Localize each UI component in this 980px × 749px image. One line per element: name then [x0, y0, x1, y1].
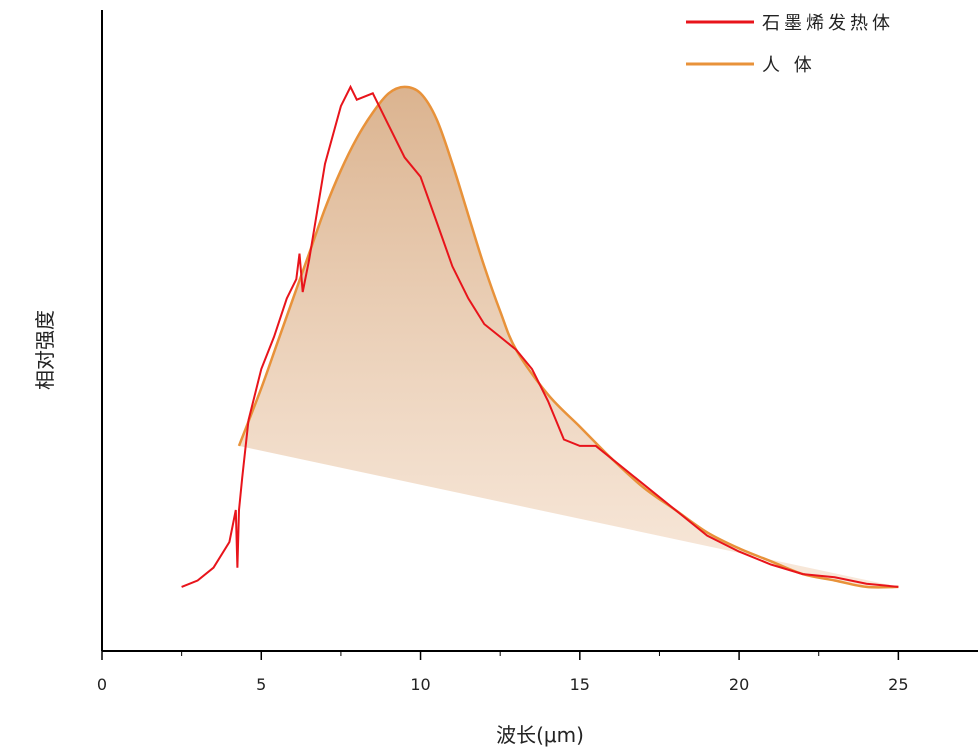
legend-label-graphene-heater: 石墨烯发热体 [762, 13, 894, 34]
x-tick-label: 25 [888, 675, 908, 694]
series-line-human-body [237, 85, 899, 589]
x-axis-ticks: 0 5 10 15 20 25 [97, 651, 909, 694]
x-tick-label: 10 [410, 675, 430, 694]
y-axis-title: 相对强度 [33, 310, 57, 390]
x-axis-title: 波长(μm) [496, 723, 584, 747]
x-tick-label: 0 [97, 675, 107, 694]
plot-area [181, 84, 899, 589]
legend-label-human-body: 人 体 [762, 55, 816, 76]
x-tick-label: 15 [570, 675, 590, 694]
series-line-graphene-heater [181, 84, 899, 588]
x-tick-label: 5 [256, 675, 266, 694]
legend: 石墨烯发热体 人 体 [686, 13, 894, 76]
x-tick-label: 20 [729, 675, 749, 694]
human-body-fill-area [239, 86, 899, 588]
